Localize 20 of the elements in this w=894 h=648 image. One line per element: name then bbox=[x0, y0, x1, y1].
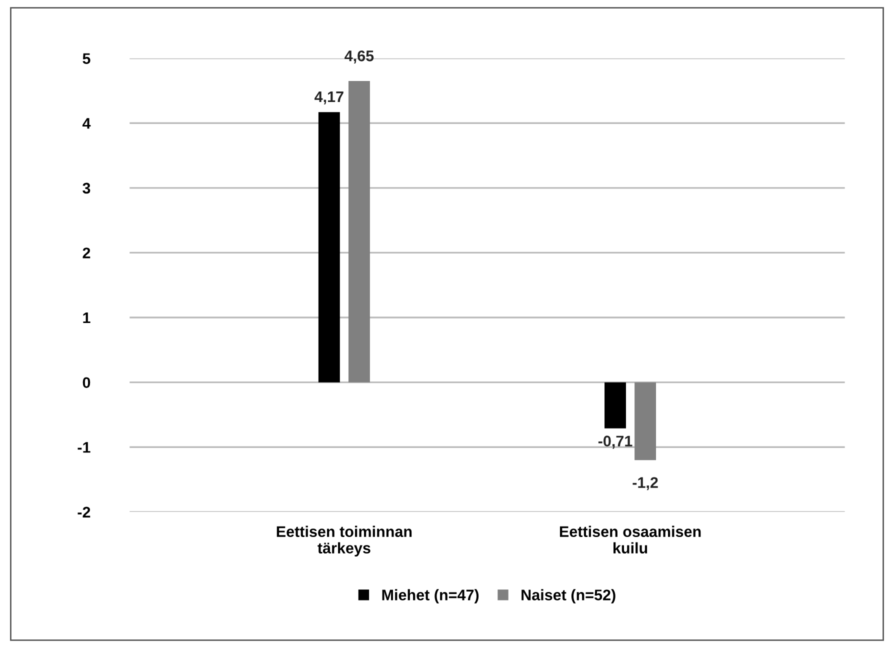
bar bbox=[348, 81, 370, 382]
y-tick-label: 0 bbox=[82, 377, 90, 388]
bar bbox=[634, 382, 656, 460]
legend-label: Miehet (n=47) bbox=[382, 589, 479, 604]
y-tick-label: -2 bbox=[78, 506, 90, 518]
y-tick-label: 5 bbox=[82, 53, 90, 64]
y-tick-label: 1 bbox=[83, 312, 90, 324]
y-tick-label: -1 bbox=[78, 442, 90, 453]
y-tick-label: 3 bbox=[82, 182, 90, 194]
data-label: -0,71 bbox=[598, 436, 632, 449]
data-label: 4,65 bbox=[344, 50, 374, 64]
x-tick-label: Eettisen osaamisen kuilu bbox=[560, 526, 701, 554]
y-tick-label: 2 bbox=[82, 248, 90, 258]
bar bbox=[604, 382, 626, 428]
data-label: 4,17 bbox=[314, 91, 344, 104]
bar bbox=[318, 112, 340, 382]
legend-label: Naiset (n=52) bbox=[522, 589, 616, 604]
x-tick-label: Eettisen toiminnan tärkeys bbox=[276, 526, 412, 557]
data-label: -1,2 bbox=[632, 477, 658, 490]
y-tick-label: 4 bbox=[82, 118, 91, 129]
